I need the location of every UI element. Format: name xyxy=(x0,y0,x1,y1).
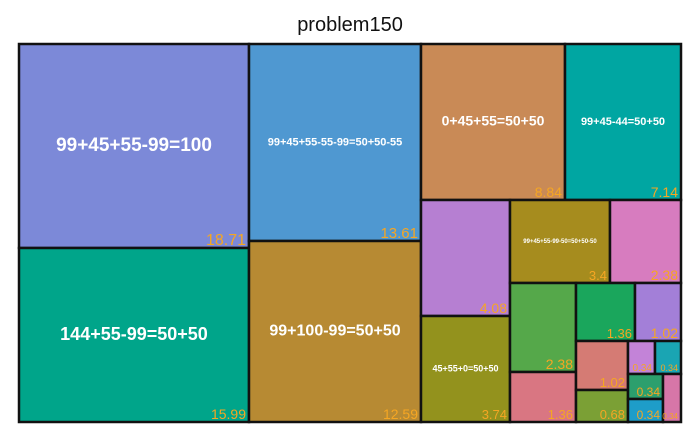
cell-label: 45+55+0=50+50 xyxy=(432,363,498,373)
treemap-rect xyxy=(653,339,683,376)
cell-value: 3.74 xyxy=(482,407,507,422)
treemap-rect xyxy=(574,339,630,392)
cell-value: 0.34 xyxy=(633,363,653,374)
cell-value: 0.34 xyxy=(662,412,678,421)
treemap-cell: 0.68 xyxy=(574,388,630,424)
cell-value: 12.59 xyxy=(383,406,418,422)
treemap-cell: 1.02 xyxy=(574,339,630,392)
treemap-rect xyxy=(563,42,683,202)
treemap-cell: 2.38 xyxy=(608,198,683,285)
cell-value: 0.34 xyxy=(637,408,661,422)
treemap-rect xyxy=(633,281,683,343)
cell-value: 1.36 xyxy=(607,326,632,341)
cell-value: 1.02 xyxy=(651,325,678,341)
cell-value: 18.71 xyxy=(206,232,246,249)
cell-value: 1.02 xyxy=(600,375,625,390)
treemap-rect xyxy=(419,314,512,424)
cell-value: 2.38 xyxy=(651,267,678,283)
treemap-cell: 0.34 xyxy=(626,339,657,376)
treemap-cell: 1.36 xyxy=(574,281,637,343)
treemap-cell: 1.02 xyxy=(633,281,683,343)
treemap-rect xyxy=(574,388,630,424)
treemap-cell: 2.38 xyxy=(508,281,578,374)
treemap-cell: 0.34 xyxy=(661,372,683,424)
chart-title: problem150 xyxy=(297,14,403,36)
cell-value: 13.61 xyxy=(380,225,418,242)
treemap-rect xyxy=(661,372,683,424)
cell-value: 2.38 xyxy=(546,356,573,372)
treemap-rect xyxy=(508,198,612,285)
treemap-cell: 45+55+0=50+50 3.74 xyxy=(419,314,512,424)
treemap-cell: 1.36 xyxy=(508,370,578,424)
cell-label: 99+45+55-99=100 xyxy=(56,135,212,156)
cell-value: 4.08 xyxy=(480,300,507,316)
treemap-rect xyxy=(626,372,665,401)
treemap-cell: 99+45-44=50+50 7.14 xyxy=(563,42,683,202)
treemap-rect xyxy=(419,42,567,202)
treemap-cell: 99+45+55-99=100 18.71 xyxy=(17,42,251,250)
treemap-rect xyxy=(608,198,683,285)
treemap-cell: 99+45+55-55-99=50+50-55 13.61 xyxy=(247,42,423,243)
treemap-rect xyxy=(17,246,251,424)
treemap-cell: 99+45+55-99-50=50+50-50 3.4 xyxy=(508,198,612,285)
treemap-cell: 0.34 xyxy=(626,397,665,424)
treemap-cell: 4.08 xyxy=(419,198,512,318)
treemap-cell: 0+45+55=50+50 8.84 xyxy=(419,42,567,202)
cell-label: 99+45+55-99-50=50+50-50 xyxy=(523,239,597,245)
treemap-rect xyxy=(419,198,512,318)
cell-label: 99+100-99=50+50 xyxy=(269,323,400,340)
treemap-cell: 0.34 xyxy=(653,339,683,376)
cell-label: 99+45+55-55-99=50+50-55 xyxy=(268,136,403,148)
cell-value: 0.34 xyxy=(660,363,678,373)
treemap-cell: 99+100-99=50+50 12.59 xyxy=(247,239,423,424)
cell-value: 0.68 xyxy=(600,407,625,422)
cell-value: 7.14 xyxy=(651,184,678,200)
treemap-rect xyxy=(508,370,578,424)
cell-value: 0.34 xyxy=(637,385,661,399)
cell-value: 1.36 xyxy=(548,407,573,422)
cell-label: 99+45-44=50+50 xyxy=(581,116,665,128)
cell-value: 3.4 xyxy=(589,268,607,283)
cell-label: 144+55-99=50+50 xyxy=(60,324,208,344)
cell-value: 8.84 xyxy=(535,184,562,200)
cell-value: 15.99 xyxy=(211,406,246,422)
treemap-cell: 144+55-99=50+50 15.99 xyxy=(17,246,251,424)
treemap-cell: 0.34 xyxy=(626,372,665,401)
cell-label: 0+45+55=50+50 xyxy=(442,113,545,129)
